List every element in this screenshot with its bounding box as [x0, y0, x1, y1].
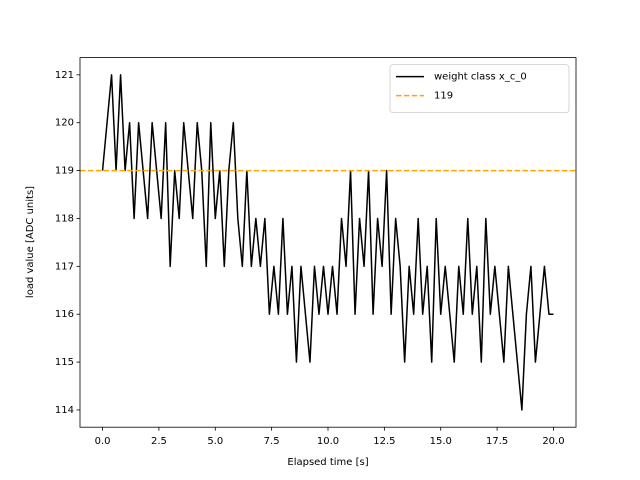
x-tick-label: 2.5 — [151, 436, 167, 447]
y-tick-label: 119 — [55, 166, 74, 177]
y-tick-label: 121 — [55, 70, 74, 81]
x-tick-label: 5.0 — [207, 436, 223, 447]
y-tick-label: 120 — [55, 118, 74, 129]
x-tick-label: 20.0 — [542, 436, 564, 447]
x-tick-label: 10.0 — [317, 436, 339, 447]
y-tick-label: 118 — [55, 213, 74, 224]
x-tick-label: 17.5 — [486, 436, 508, 447]
y-tick-label: 116 — [55, 309, 74, 320]
legend-box — [389, 64, 570, 113]
x-tick-label: 0.0 — [95, 436, 111, 447]
x-axis-label: Elapsed time [s] — [287, 457, 368, 468]
y-tick-label: 117 — [55, 261, 74, 272]
y-tick-label: 115 — [55, 357, 74, 368]
axes-frame — [79, 57, 577, 428]
legend-label: 119 — [434, 91, 453, 102]
legend-label: weight class x_c_0 — [434, 72, 527, 83]
data-line — [101, 74, 554, 411]
x-tick-label: 15.0 — [430, 436, 452, 447]
x-tick-label: 12.5 — [373, 436, 395, 447]
y-tick-label: 114 — [55, 405, 74, 416]
y-axis-label: load value [ADC units] — [25, 186, 36, 298]
x-tick-label: 7.5 — [264, 436, 280, 447]
